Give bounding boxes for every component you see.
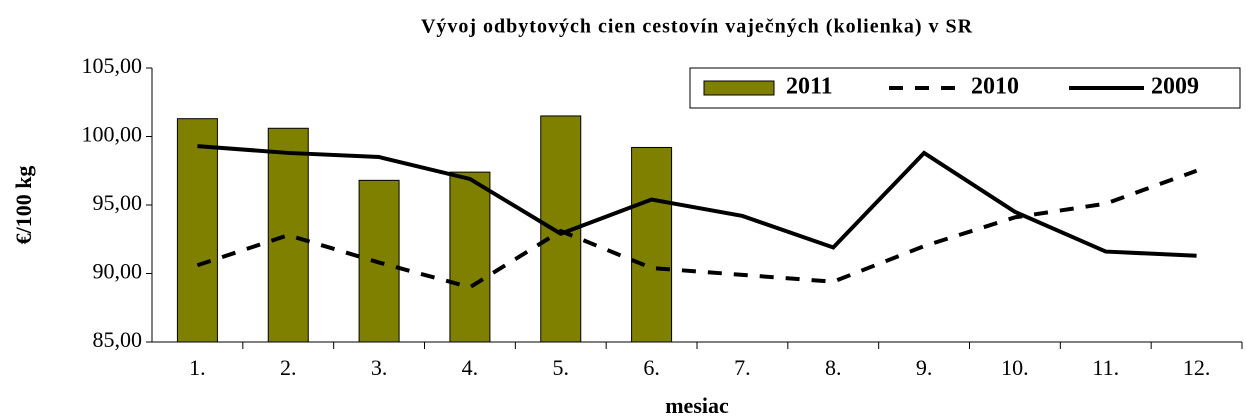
x-tick-label: 5. (553, 355, 570, 380)
y-tick-label: 85,00 (93, 327, 143, 352)
x-tick-label: 1. (189, 355, 206, 380)
legend-swatch (703, 80, 775, 96)
bar (267, 127, 309, 343)
bar (449, 171, 491, 343)
y-tick-label: 100,00 (82, 122, 143, 147)
bar (631, 146, 673, 343)
x-tick-label: 11. (1092, 355, 1119, 380)
legend-label: 2010 (971, 74, 1019, 100)
x-tick-label: 9. (916, 355, 933, 380)
x-tick-label: 12. (1183, 355, 1211, 380)
x-tick-label: 2. (280, 355, 297, 380)
legend-label: 2009 (1151, 74, 1199, 100)
x-tick-label: 6. (643, 355, 660, 380)
line (197, 144, 1197, 258)
y-tick-label: 105,00 (82, 53, 143, 78)
chart-title: Vývoj odbytových cien cestovín vaječných… (421, 16, 973, 38)
y-tick-label: 90,00 (93, 259, 143, 284)
bar (176, 118, 218, 343)
x-tick-label: 4. (462, 355, 479, 380)
y-axis-label: €/100 kg (11, 166, 36, 245)
y-tick-label: 95,00 (93, 190, 143, 215)
legend-label: 2011 (786, 74, 833, 100)
x-tick-label: 7. (734, 355, 751, 380)
x-tick-label: 10. (1001, 355, 1029, 380)
legend-box (689, 67, 1241, 109)
line (196, 168, 1198, 290)
x-tick-label: 3. (371, 355, 388, 380)
x-tick-label: 8. (825, 355, 842, 380)
x-axis-label: mesiac (665, 393, 729, 418)
